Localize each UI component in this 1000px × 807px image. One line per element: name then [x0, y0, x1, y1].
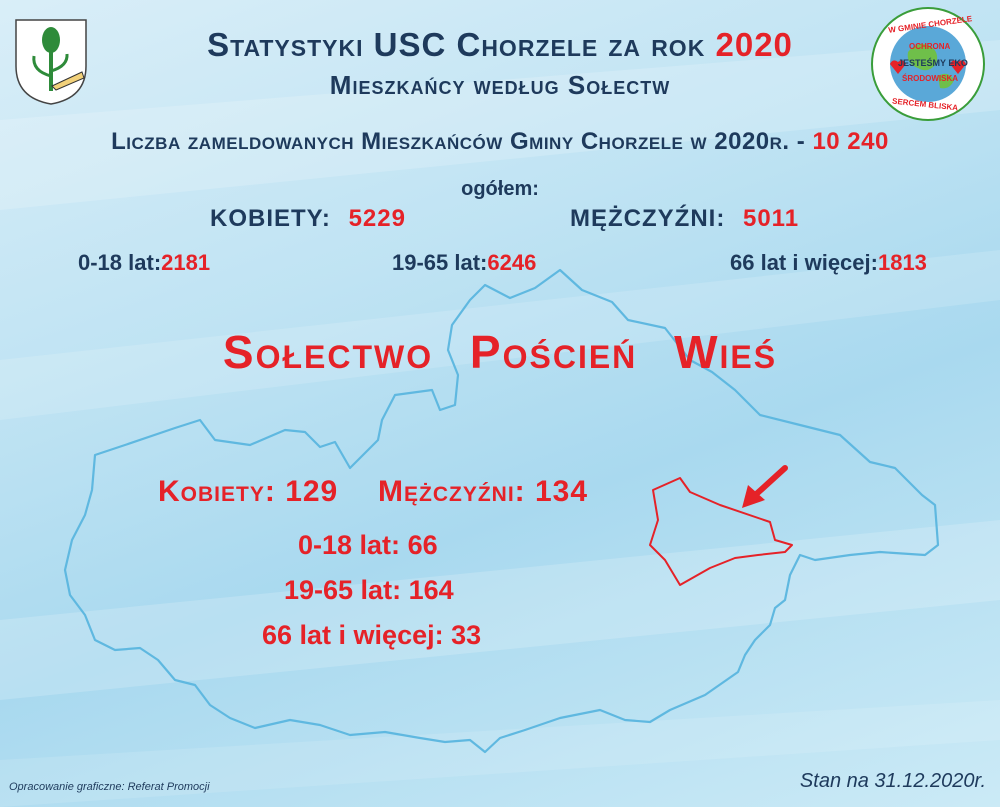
total-residents-line: Liczba zameldowanych Mieszkańców Gminy C… [0, 128, 1000, 156]
village-age-label: 66 lat i więcej: [262, 620, 444, 650]
gmina-age-value: 6246 [487, 250, 537, 275]
village-women-label: Kobiety: [158, 475, 276, 508]
gmina-age-value: 1813 [877, 250, 927, 275]
village-age-value: 164 [408, 575, 454, 605]
arrow-icon [742, 465, 788, 508]
village-women-stat: Kobiety: 129 [158, 475, 338, 509]
village-age-value: 66 [407, 530, 438, 560]
gmina-age-label: 0-18 lat: [78, 250, 162, 275]
page-subtitle: Mieszkańcy według Sołectw [329, 70, 671, 100]
title-year: 2020 [715, 26, 793, 63]
total-value: 10 240 [812, 128, 889, 155]
village-age-group-0: 0-18 lat: 66 [298, 530, 438, 561]
village-men-stat: Mężczyźni: 134 [378, 475, 588, 509]
gmina-women-label: KOBIETY: [210, 205, 331, 232]
overall-label: ogółem: [461, 178, 539, 200]
badge-inner-text-1: OCHRONA [909, 42, 951, 51]
village-men-value: 134 [535, 475, 589, 508]
village-age-label: 0-18 lat: [298, 530, 401, 560]
status-date: Stan na 31.12.2020r. [799, 770, 986, 792]
village-men-label: Mężczyźni: [378, 475, 526, 508]
gmina-age-group-1: 19-65 lat:6246 [392, 250, 536, 276]
title-prefix: Statystyki USC Chorzele za rok [207, 26, 706, 63]
village-title: Sołectwo Poścień Wieś [222, 326, 778, 378]
total-label: Liczba zameldowanych Mieszkańców Gminy C… [111, 128, 806, 155]
village-age-group-2: 66 lat i więcej: 33 [262, 620, 481, 651]
badge-inner-text-3: ŚRODOWISKA [902, 74, 958, 83]
gmina-men-stat: MĘŻCZYŹNI: 5011 [570, 205, 799, 233]
gmina-men-value: 5011 [742, 205, 800, 232]
coat-of-arms-icon [15, 19, 87, 105]
gmina-age-label: 19-65 lat: [392, 250, 488, 275]
village-age-label: 19-65 lat: [284, 575, 402, 605]
gmina-border-path [63, 268, 940, 754]
gmina-age-group-2: 66 lat i więcej:1813 [730, 250, 927, 276]
page-title: Statystyki USC Chorzele za rok 2020 [0, 26, 1000, 64]
gmina-women-value: 5229 [348, 205, 406, 232]
gmina-women-stat: KOBIETY: 5229 [210, 205, 406, 233]
eco-badge-icon [871, 7, 985, 121]
gmina-age-value: 2181 [161, 250, 211, 275]
graphic-credit: Opracowanie graficzne: Referat Promocji [9, 781, 210, 793]
village-outline-path [649, 477, 793, 586]
village-age-value: 33 [451, 620, 482, 650]
badge-inner-text-2: JESTEŚMY EKO [898, 58, 968, 68]
village-women-value: 129 [285, 475, 339, 508]
village-age-group-1: 19-65 lat: 164 [284, 575, 454, 606]
gmina-men-label: MĘŻCZYŹNI: [570, 205, 726, 232]
gmina-age-group-0: 0-18 lat:2181 [78, 250, 210, 276]
gmina-age-label: 66 lat i więcej: [730, 250, 878, 275]
